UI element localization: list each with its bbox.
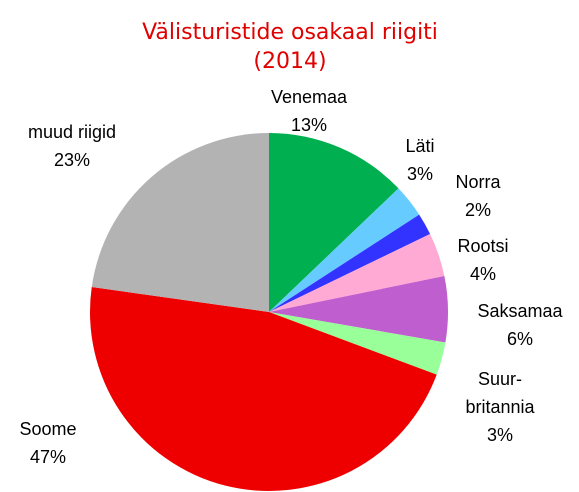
slice-label: muud riigid: [28, 122, 116, 142]
slice-value-label: 13%: [291, 115, 327, 135]
slice-value-label: 23%: [54, 150, 90, 170]
slice-value-label: 2%: [465, 200, 491, 220]
slice-label: Soome: [19, 419, 76, 439]
slice-label: Venemaa: [271, 87, 348, 107]
slice-value-label: 3%: [407, 164, 433, 184]
pie-slice: [269, 188, 420, 312]
pie-slice: [269, 233, 445, 312]
slice-label: Rootsi: [457, 236, 508, 256]
pie-slice: [89, 287, 437, 491]
slice-value-label: 47%: [30, 447, 66, 467]
slice-label: Norra: [455, 172, 501, 192]
chart-title: Välisturistide osakaal riigiti (2014): [142, 20, 438, 74]
slice-label: Saksamaa: [477, 301, 563, 321]
pie-slice: [91, 133, 269, 312]
slice-label: Läti: [405, 136, 434, 156]
slice-value-label: 3%: [487, 425, 513, 445]
pie-slice: [269, 312, 446, 375]
slice-value-label: 6%: [507, 329, 533, 349]
pie-slice: [269, 214, 431, 312]
pie-slice: [269, 133, 399, 312]
pie-slice: [269, 276, 448, 343]
slice-value-label: 4%: [470, 264, 496, 284]
slice-label: Suur-britannia: [465, 369, 535, 417]
